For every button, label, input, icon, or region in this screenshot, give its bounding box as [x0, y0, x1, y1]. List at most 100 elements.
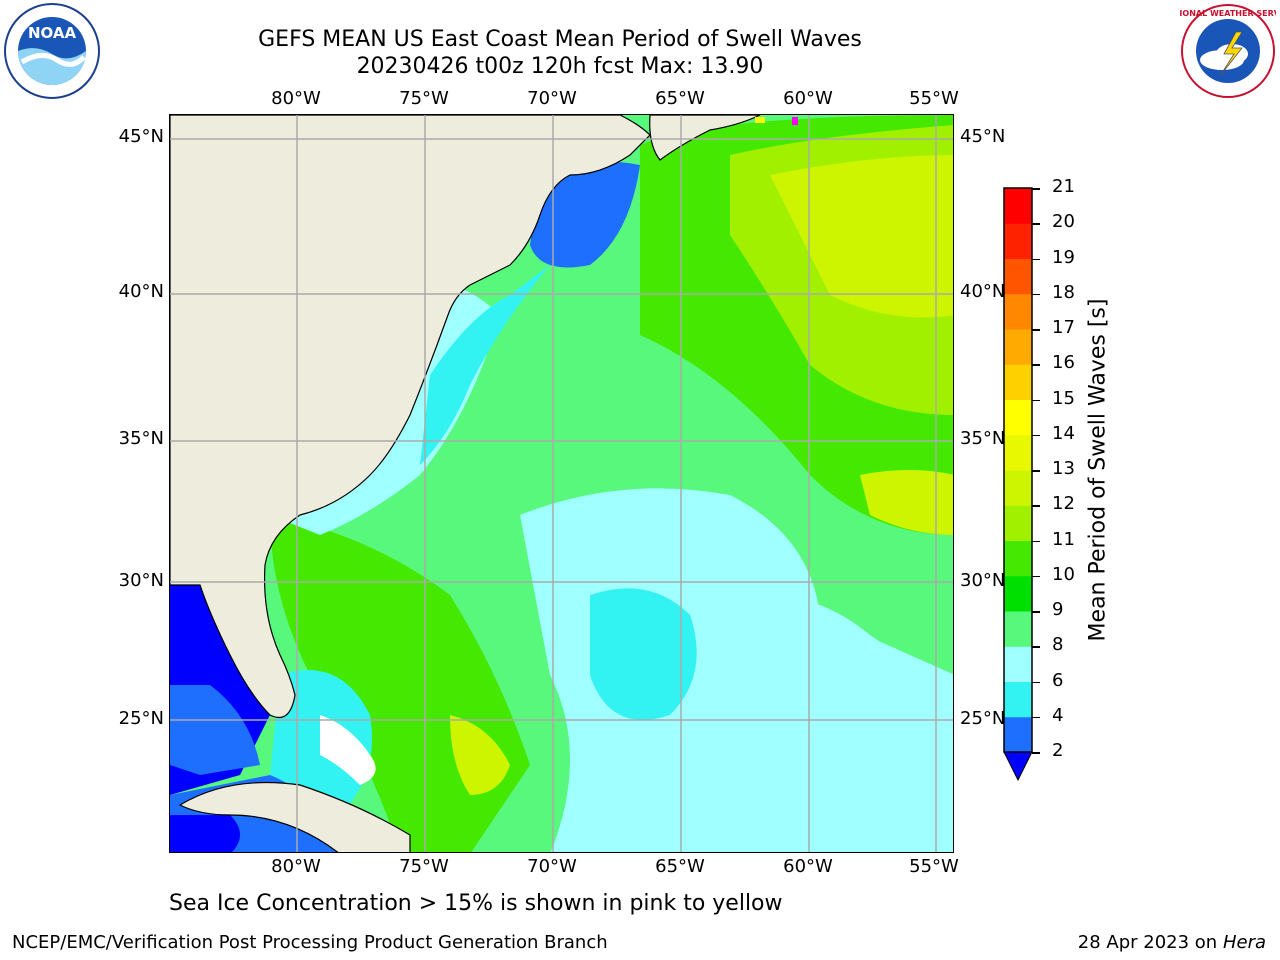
colorbar-segment — [1004, 646, 1032, 682]
swell-zone-lime-sw — [450, 715, 510, 795]
map-svg — [170, 115, 953, 852]
lat-label-right: 45°N — [960, 126, 1006, 147]
lon-label-bottom: 55°W — [909, 856, 959, 877]
cuba-island — [178, 781, 411, 852]
colorbar-tick-label: 14 — [1052, 422, 1075, 444]
colorbar-label: Mean Period of Swell Waves [s] — [1085, 298, 1111, 642]
machine-name: Hera — [1222, 932, 1266, 953]
colorbar-tick-label: 17 — [1052, 317, 1075, 338]
lon-label-top: 55°W — [909, 88, 959, 109]
colorbar-tick-mark — [1032, 540, 1040, 542]
colorbar-tick-mark — [1032, 329, 1040, 331]
canada-landmass — [649, 115, 761, 161]
colorbar-segment — [1004, 223, 1032, 259]
swell-zone-blue-gom — [530, 161, 640, 268]
lon-label-bottom: 60°W — [783, 856, 833, 877]
colorbar-tick-label: 20 — [1052, 211, 1075, 233]
map-subtitle: 20230426 t00z 120h fcst Max: 13.90 — [356, 54, 764, 79]
swell-zone-lime — [770, 155, 953, 318]
colorbar-tick-label: 6 — [1052, 669, 1064, 691]
colorbar-tick-label: 10 — [1052, 563, 1075, 585]
colorbar-segment — [1004, 434, 1032, 471]
colorbar-segment — [1004, 716, 1032, 753]
map-title: GEFS MEAN US East Coast Mean Period of S… — [258, 27, 862, 52]
colorbar-tick-mark — [1032, 223, 1040, 225]
lat-label-left: 30°N — [118, 570, 164, 591]
colorbar-tick-mark — [1032, 611, 1040, 613]
colorbar-tick-label: 12 — [1052, 493, 1075, 515]
colorbar-tick-mark — [1032, 293, 1040, 296]
colorbar-segment — [1004, 364, 1032, 400]
noaa-logo: NOAA — [4, 3, 100, 99]
lat-label-left: 40°N — [118, 281, 164, 302]
colorbar-segment — [1004, 575, 1032, 612]
lon-label-bottom: 80°W — [271, 856, 321, 877]
lon-label-top: 75°W — [399, 88, 449, 109]
date-value: 28 Apr 2023 on — [1077, 932, 1223, 953]
colorbar-tick-mark — [1032, 752, 1040, 754]
lon-label-bottom: 75°W — [399, 856, 449, 877]
nws-logo-text: NATIONAL WEATHER SERVICE — [1180, 9, 1276, 18]
colorbar-tick-label: 4 — [1052, 704, 1064, 726]
sea-ice-yellow — [755, 117, 765, 123]
lon-label-top: 60°W — [783, 88, 833, 109]
colorbar-tick-mark — [1032, 505, 1040, 507]
colorbar-segment — [1004, 329, 1032, 365]
swell-zone-coastal-cyan — [420, 265, 550, 465]
colorbar-tick-mark — [1032, 188, 1040, 190]
colorbar-tick-mark — [1032, 258, 1040, 260]
nws-logo: NATIONAL WEATHER SERVICE — [1180, 4, 1276, 98]
colorbar-tick-label: 15 — [1052, 387, 1075, 409]
colorbar-segment — [1004, 681, 1032, 718]
lat-label-left: 25°N — [118, 708, 164, 729]
us-landmass — [170, 115, 651, 719]
sea-ice-pink — [792, 117, 798, 125]
lon-label-bottom: 70°W — [527, 856, 577, 877]
lat-label-right: 25°N — [960, 708, 1006, 729]
colorbar-tick-label: 2 — [1052, 740, 1064, 761]
map-panel — [169, 114, 954, 853]
colorbar-tick-label: 18 — [1052, 281, 1075, 303]
colorbar-tick-mark — [1032, 399, 1040, 401]
lon-label-top: 70°W — [527, 88, 577, 109]
lon-label-top: 80°W — [271, 88, 321, 109]
colorbar — [1003, 187, 1033, 782]
colorbar-segment — [1004, 399, 1032, 436]
lon-label-top: 65°W — [655, 88, 705, 109]
colorbar-tick-label: 19 — [1052, 246, 1075, 268]
colorbar-tick-label: 16 — [1052, 352, 1075, 374]
credit-text: NCEP/EMC/Verification Post Processing Pr… — [12, 932, 608, 953]
lon-label-bottom: 65°W — [655, 856, 705, 877]
swell-zone-lime-south — [860, 470, 953, 535]
colorbar-tick-mark — [1032, 575, 1040, 578]
lat-label-right: 35°N — [960, 428, 1006, 449]
date-text: 28 Apr 2023 on Hera — [1078, 932, 1266, 953]
colorbar-tick-label: 9 — [1052, 599, 1064, 620]
colorbar-under-triangle — [1003, 751, 1033, 782]
swell-zone-blue-gulf-inner — [170, 685, 260, 775]
colorbar-tick-label: 8 — [1052, 634, 1064, 656]
colorbar-tick-mark — [1032, 716, 1040, 719]
sea-ice-note: Sea Ice Concentration > 15% is shown in … — [169, 891, 783, 916]
colorbar-segment — [1004, 611, 1032, 647]
colorbar-tick-mark — [1032, 470, 1040, 472]
noaa-logo-text: NOAA — [28, 24, 77, 42]
colorbar-segment — [1004, 293, 1032, 330]
graticule — [170, 115, 953, 852]
colorbar-segment — [1004, 188, 1032, 224]
colorbar-segment — [1004, 540, 1032, 577]
bahamas-nodata — [320, 715, 376, 785]
lat-label-left: 45°N — [118, 126, 164, 147]
colorbar-tick-label: 11 — [1052, 528, 1075, 550]
swell-zone-cyan — [590, 588, 697, 720]
colorbar-tick-mark — [1032, 681, 1040, 683]
swell-zone-lightcyan-east — [730, 593, 953, 852]
colorbar-tick-label: 13 — [1052, 458, 1075, 479]
colorbar-segment — [1004, 258, 1032, 295]
colorbar-tick-mark — [1032, 434, 1040, 437]
lat-label-right: 40°N — [960, 281, 1006, 302]
lat-label-left: 35°N — [118, 428, 164, 449]
swell-zone-caribbean-deep — [170, 815, 240, 852]
colorbar-segment — [1004, 470, 1032, 506]
colorbar-tick-mark — [1032, 364, 1040, 366]
